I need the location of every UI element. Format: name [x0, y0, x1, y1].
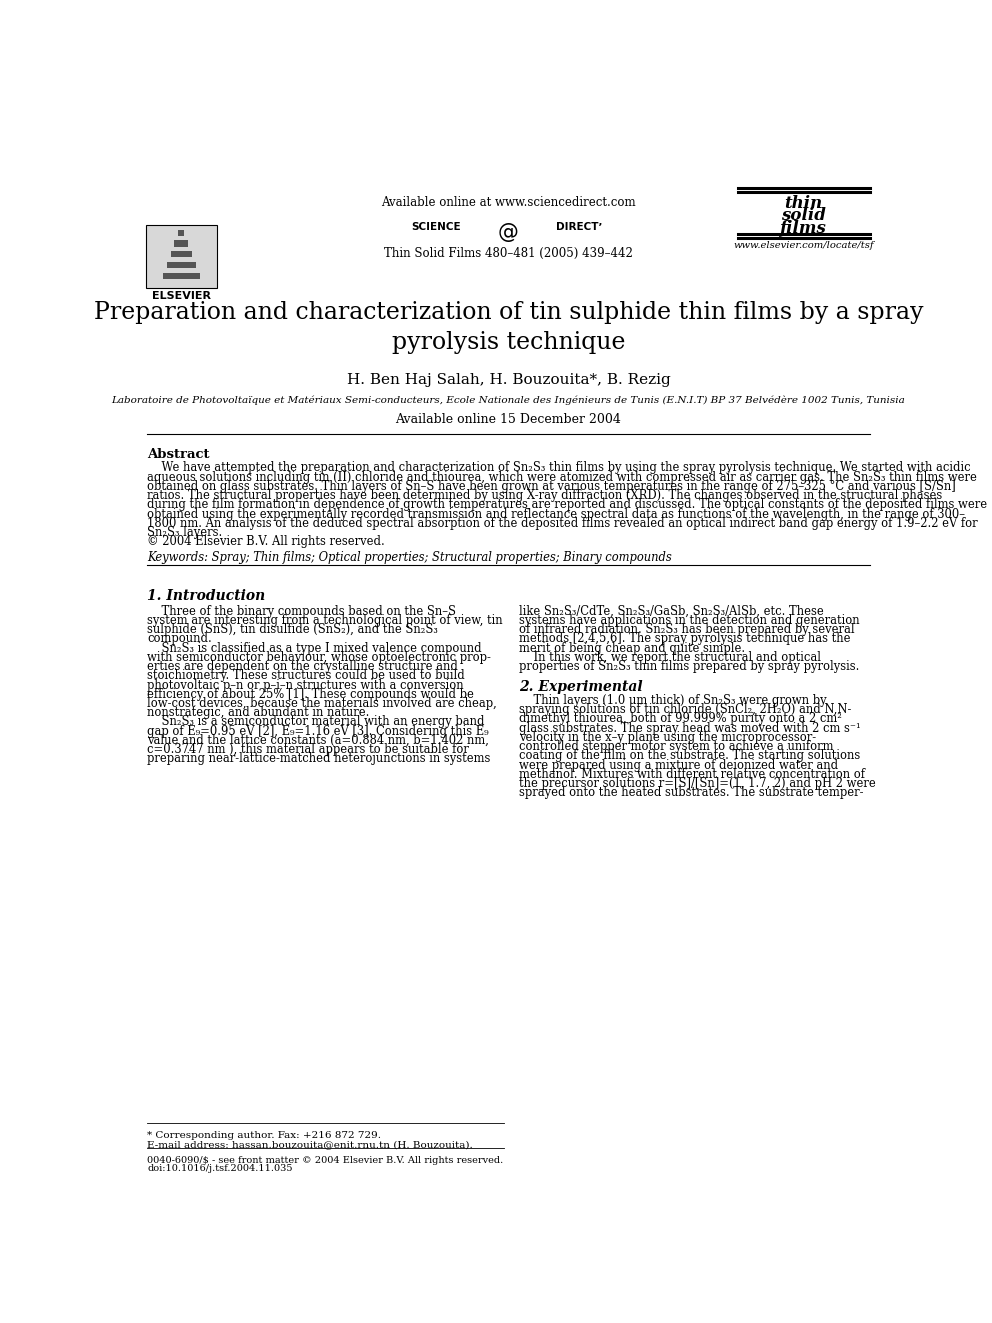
Text: We have attempted the preparation and characterization of Sn₂S₃ thin films by us: We have attempted the preparation and ch…: [147, 462, 971, 475]
Text: spraying solutions of tin chloride (SnCl₂, 2H₂O) and N,N-: spraying solutions of tin chloride (SnCl…: [519, 703, 851, 716]
Text: solid: solid: [782, 208, 826, 225]
Text: Three of the binary compounds based on the Sn–S: Three of the binary compounds based on t…: [147, 605, 456, 618]
Text: during the film formation in dependence of growth temperatures are reported and : during the film formation in dependence …: [147, 499, 987, 511]
Text: films: films: [781, 221, 827, 237]
Text: methanol. Mixtures with different relative concentration of: methanol. Mixtures with different relati…: [519, 767, 865, 781]
Text: H. Ben Haj Salah, H. Bouzouita*, B. Rezig: H. Ben Haj Salah, H. Bouzouita*, B. Rezi…: [346, 373, 671, 386]
Text: Laboratoire de Photovoltaïque et Matériaux Semi-conducteurs, Ecole Nationale des: Laboratoire de Photovoltaïque et Matéria…: [111, 396, 906, 405]
Text: controlled stepper motor system to achieve a uniform: controlled stepper motor system to achie…: [519, 740, 833, 753]
Text: properties of Sn₂S₃ thin films prepared by spray pyrolysis.: properties of Sn₂S₃ thin films prepared …: [519, 660, 860, 673]
Text: system are interesting from a technological point of view, tin: system are interesting from a technologi…: [147, 614, 503, 627]
Text: Available online at www.sciencedirect.com: Available online at www.sciencedirect.co…: [381, 196, 636, 209]
Bar: [146, 225, 217, 288]
Bar: [167, 262, 196, 269]
Text: Keywords: Spray; Thin films; Optical properties; Structural properties; Binary c: Keywords: Spray; Thin films; Optical pro…: [147, 550, 672, 564]
Text: 0040-6090/$ - see front matter © 2004 Elsevier B.V. All rights reserved.: 0040-6090/$ - see front matter © 2004 El…: [147, 1156, 504, 1166]
Text: value and the lattice constants (a=0.884 nm, b=1.402 nm,: value and the lattice constants (a=0.884…: [147, 734, 489, 747]
Text: Abstract: Abstract: [147, 447, 209, 460]
Text: systems have applications in the detection and generation: systems have applications in the detecti…: [519, 614, 860, 627]
Text: obtained on glass substrates. Thin layers of Sn–S have been grown at various tem: obtained on glass substrates. Thin layer…: [147, 480, 956, 493]
Text: ELSEVIER: ELSEVIER: [152, 291, 211, 302]
Text: the precursor solutions r=[S]/[Sn]=(1, 1.7, 2) and pH 2 were: the precursor solutions r=[S]/[Sn]=(1, 1…: [519, 777, 876, 790]
Text: dimethyl thiourea, both of 99.999% purity onto a 2 cm²: dimethyl thiourea, both of 99.999% purit…: [519, 712, 842, 725]
Text: coating of the film on the substrate. The starting solutions: coating of the film on the substrate. Th…: [519, 749, 860, 762]
Text: velocity in the x–y plane using the microprocessor-: velocity in the x–y plane using the micr…: [519, 730, 816, 744]
Text: ratios. The structural properties have been determined by using X-ray diffractio: ratios. The structural properties have b…: [147, 490, 942, 503]
Text: merit of being cheap and quite simple.: merit of being cheap and quite simple.: [519, 642, 745, 655]
Text: of infrared radiation. Sn₂S₃ has been prepared by several: of infrared radiation. Sn₂S₃ has been pr…: [519, 623, 855, 636]
Text: Thin Solid Films 480–481 (2005) 439–442: Thin Solid Films 480–481 (2005) 439–442: [384, 247, 633, 261]
Bar: [163, 273, 200, 279]
Text: obtained using the experimentally recorded transmission and reflectance spectral: obtained using the experimentally record…: [147, 508, 965, 520]
Text: Preparation and characterization of tin sulphide thin films by a spray
pyrolysis: Preparation and characterization of tin …: [93, 302, 924, 355]
Text: photovoltaic p–n or p–i–n structures with a conversion: photovoltaic p–n or p–i–n structures wit…: [147, 679, 464, 692]
Text: thin: thin: [785, 194, 822, 212]
Text: low-cost devices, because the materials involved are cheap,: low-cost devices, because the materials …: [147, 697, 497, 710]
Text: Available online 15 December 2004: Available online 15 December 2004: [396, 413, 621, 426]
Text: aqueous solutions including tin (II) chloride and thiourea, which were atomized : aqueous solutions including tin (II) chl…: [147, 471, 977, 484]
Text: erties are dependent on the crystalline structure and: erties are dependent on the crystalline …: [147, 660, 458, 673]
Text: efficiency of about 25% [1]. These compounds would be: efficiency of about 25% [1]. These compo…: [147, 688, 474, 701]
Text: 1800 nm. An analysis of the deduced spectral absorption of the deposited films r: 1800 nm. An analysis of the deduced spec…: [147, 517, 978, 529]
Text: c=0.3747 nm ), this material appears to be suitable for: c=0.3747 nm ), this material appears to …: [147, 744, 469, 757]
Text: 1. Introduction: 1. Introduction: [147, 589, 266, 603]
Bar: [175, 241, 188, 246]
Text: sulphide (SnS), tin disulfide (SnS₂), and the Sn₂S₃: sulphide (SnS), tin disulfide (SnS₂), an…: [147, 623, 438, 636]
Text: 2. Experimental: 2. Experimental: [519, 680, 643, 695]
Text: gap of E₉=0.95 eV [2], E₉=1.16 eV [3]. Considering this E₉: gap of E₉=0.95 eV [2], E₉=1.16 eV [3]. C…: [147, 725, 489, 738]
Text: compound.: compound.: [147, 632, 212, 646]
Text: In this work, we report the structural and optical: In this work, we report the structural a…: [519, 651, 821, 664]
Text: Thin layers (1.0 μm thick) of Sn₂S₃ were grown by: Thin layers (1.0 μm thick) of Sn₂S₃ were…: [519, 693, 827, 706]
Text: E-mail address: hassan.bouzouita@enit.rnu.tn (H. Bouzouita).: E-mail address: hassan.bouzouita@enit.rn…: [147, 1140, 473, 1150]
Text: doi:10.1016/j.tsf.2004.11.035: doi:10.1016/j.tsf.2004.11.035: [147, 1164, 293, 1174]
Text: sprayed onto the heated substrates. The substrate temper-: sprayed onto the heated substrates. The …: [519, 786, 864, 799]
Text: © 2004 Elsevier B.V. All rights reserved.: © 2004 Elsevier B.V. All rights reserved…: [147, 536, 385, 548]
Text: Sn₂S₃ is classified as a type I mixed valence compound: Sn₂S₃ is classified as a type I mixed va…: [147, 642, 482, 655]
Bar: [171, 251, 192, 257]
Text: nonstrategic, and abundant in nature.: nonstrategic, and abundant in nature.: [147, 706, 370, 720]
Text: Sn₂S₃ is a semiconductor material with an energy band: Sn₂S₃ is a semiconductor material with a…: [147, 716, 485, 729]
Text: with semiconductor behaviour, whose optoelectronic prop-: with semiconductor behaviour, whose opto…: [147, 651, 491, 664]
Text: preparing near-lattice-matched heterojunctions in systems: preparing near-lattice-matched heterojun…: [147, 753, 491, 766]
Text: methods [2,4,5,6]. The spray pyrolysis technique has the: methods [2,4,5,6]. The spray pyrolysis t…: [519, 632, 851, 646]
Text: * Corresponding author. Fax: +216 872 729.: * Corresponding author. Fax: +216 872 72…: [147, 1131, 381, 1140]
Text: SCIENCE: SCIENCE: [412, 222, 461, 232]
Text: were prepared using a mixture of deionized water and: were prepared using a mixture of deioniz…: [519, 758, 838, 771]
Text: DIRECTʼ: DIRECTʼ: [557, 222, 603, 232]
Text: Sn₂S₃ layers.: Sn₂S₃ layers.: [147, 527, 222, 538]
Text: @: @: [498, 222, 519, 242]
Text: stoichiometry. These structures could be used to build: stoichiometry. These structures could be…: [147, 669, 465, 683]
Bar: [179, 230, 185, 235]
Text: glass substrates. The spray head was moved with 2 cm s⁻¹: glass substrates. The spray head was mov…: [519, 721, 861, 734]
Text: www.elsevier.com/locate/tsf: www.elsevier.com/locate/tsf: [733, 241, 874, 250]
Text: like Sn₂S₃/CdTe, Sn₂S₃/GaSb, Sn₂S₃/AlSb, etc. These: like Sn₂S₃/CdTe, Sn₂S₃/GaSb, Sn₂S₃/AlSb,…: [519, 605, 824, 618]
